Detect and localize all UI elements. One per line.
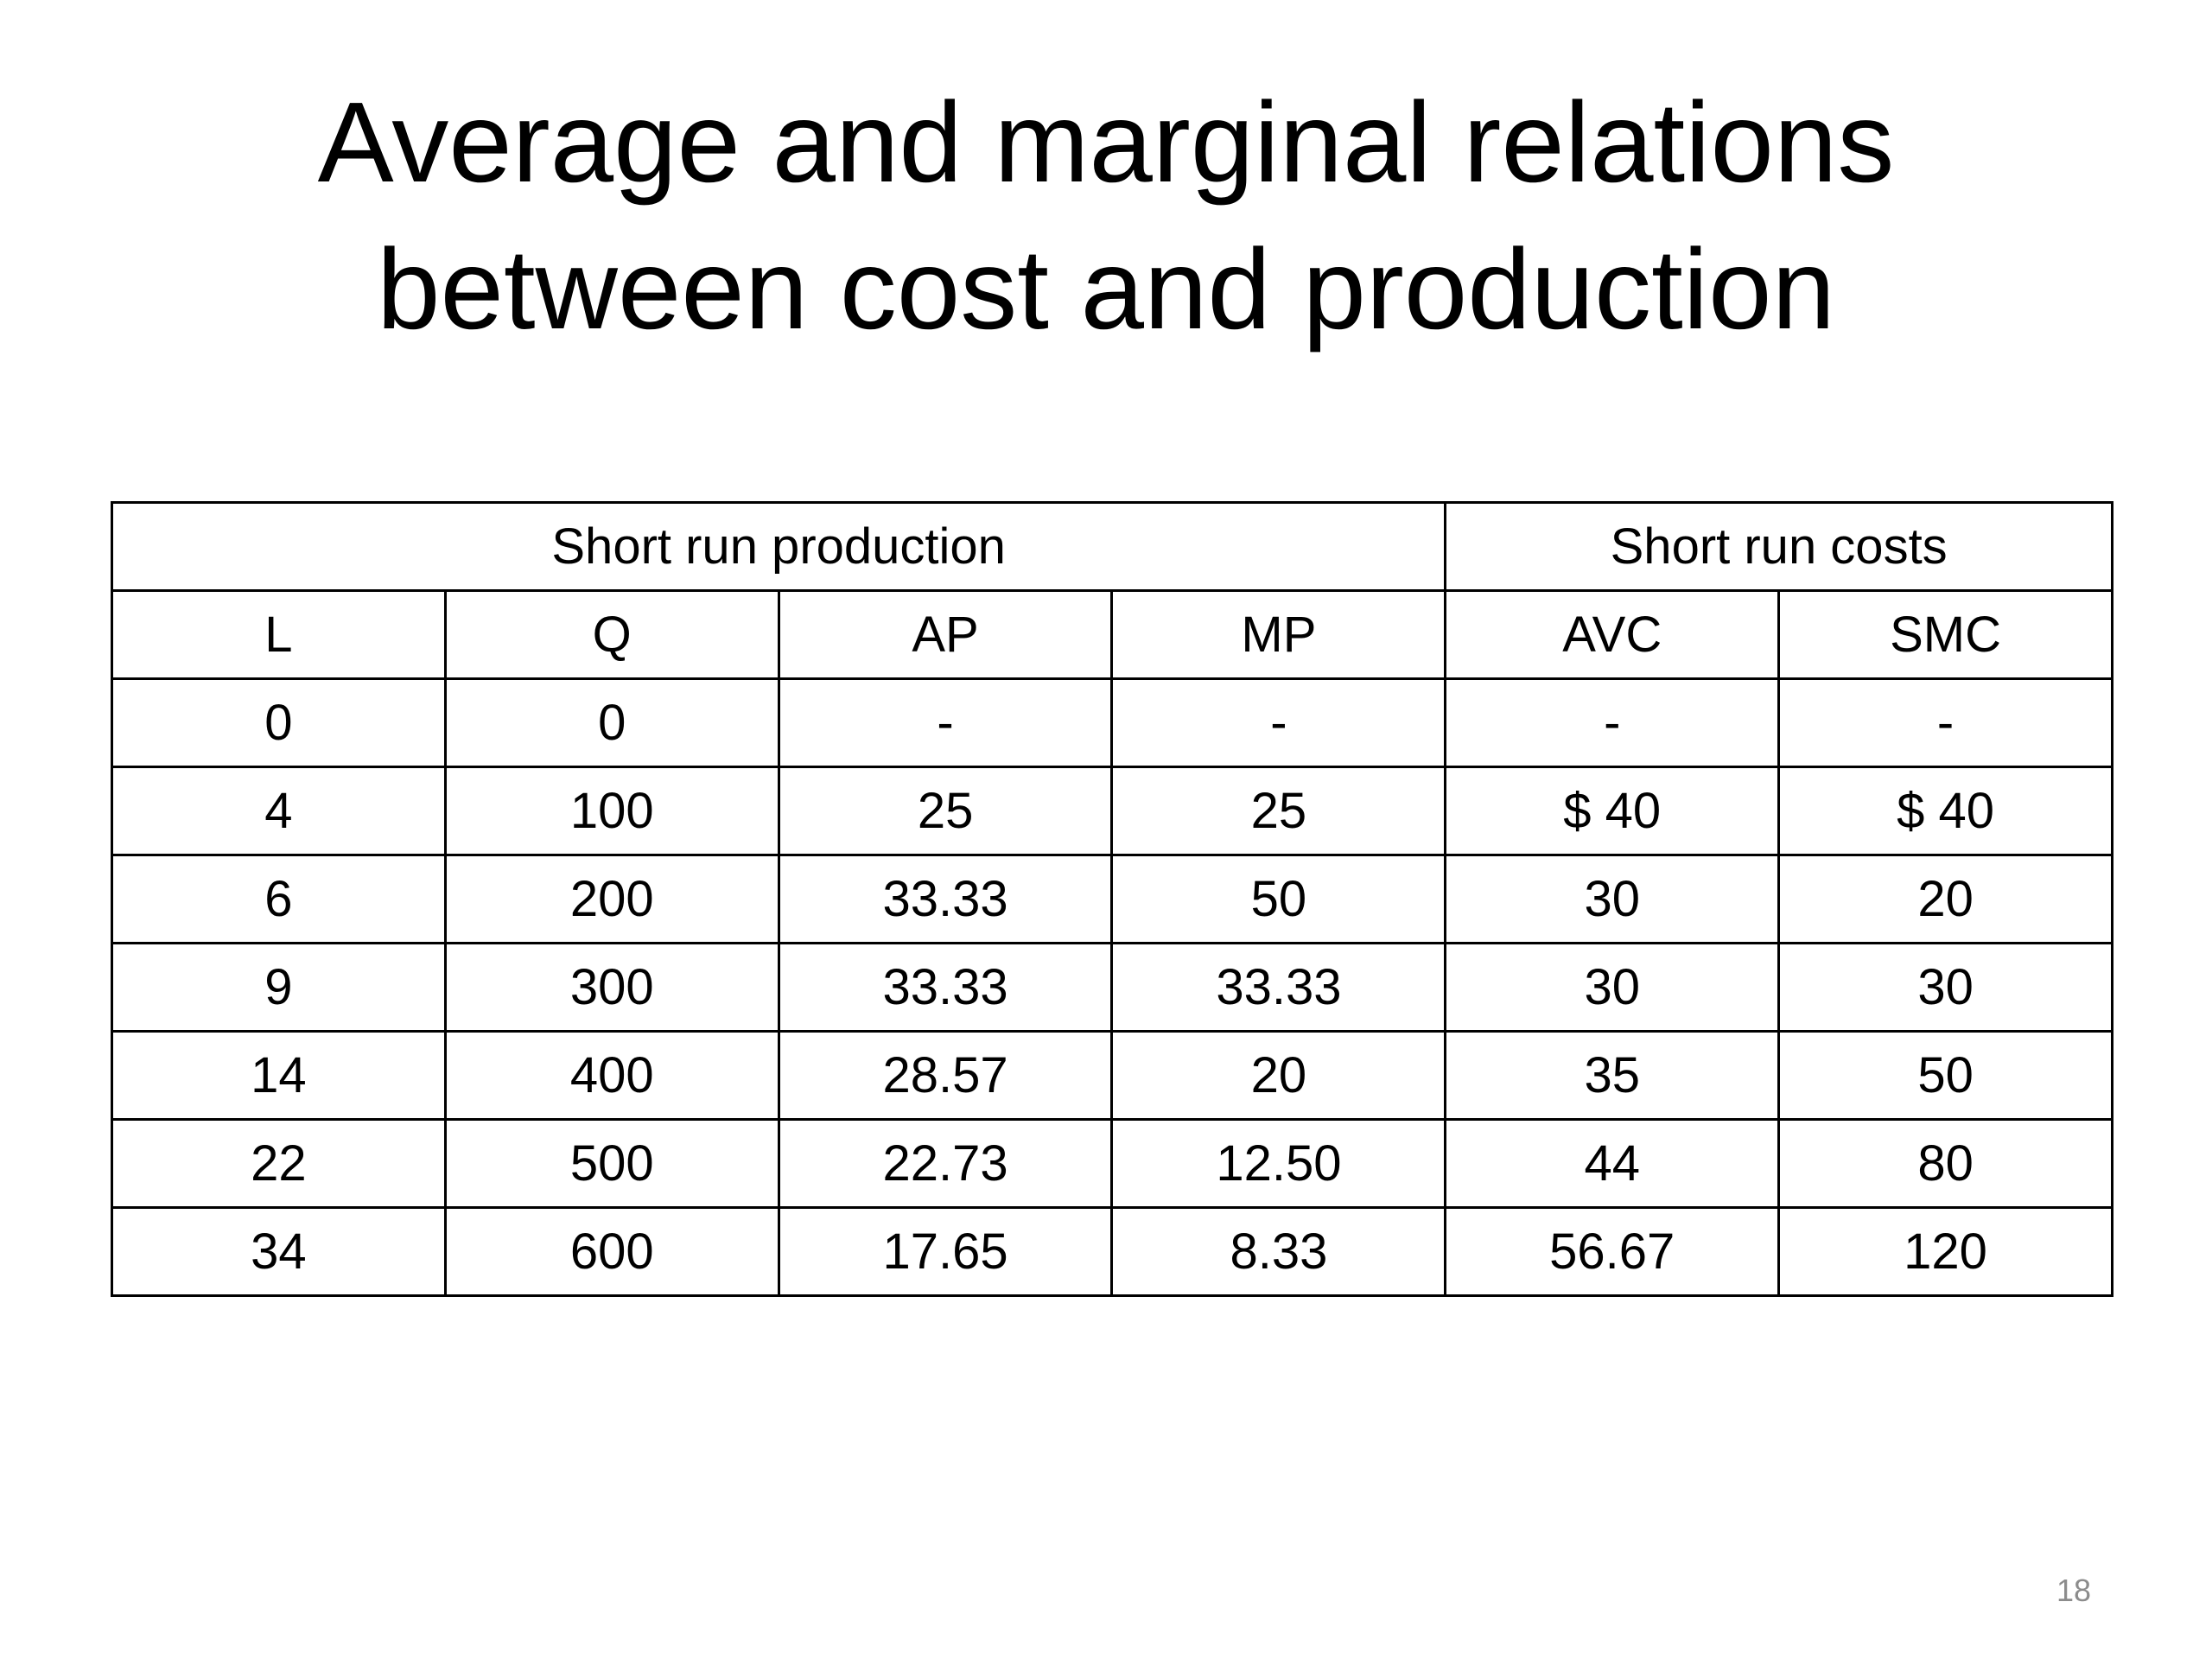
column-header-ap: AP — [777, 589, 1114, 680]
group-header-production: Short run production — [110, 501, 1447, 592]
title-line-1: Average and marginal relations — [317, 79, 1895, 206]
cell-q: 500 — [443, 1118, 780, 1209]
cell-l: 6 — [111, 854, 447, 944]
column-header-mp: MP — [1110, 589, 1447, 680]
cell-q: 200 — [443, 854, 780, 944]
cell-avc: 30 — [1444, 942, 1781, 1033]
table-row: 34 600 17.65 8.33 56.67 120 — [111, 1206, 2113, 1297]
cell-q: 400 — [443, 1030, 780, 1121]
cell-mp: 20 — [1110, 1030, 1447, 1121]
table-row: 6 200 33.33 50 30 20 — [111, 854, 2113, 944]
cell-smc: 120 — [1777, 1206, 2113, 1297]
cell-mp: 25 — [1110, 766, 1447, 856]
group-header-row: Short run production Short run costs — [110, 501, 2113, 592]
table-row: 9 300 33.33 33.33 30 30 — [111, 942, 2113, 1033]
cost-production-table: Short run production Short run costs L Q… — [110, 501, 2113, 1297]
cell-ap: 33.33 — [777, 854, 1114, 944]
table-row: 0 0 - - - - — [111, 677, 2113, 768]
cell-smc: 50 — [1777, 1030, 2113, 1121]
cell-ap: 33.33 — [777, 942, 1114, 1033]
cell-q: 100 — [443, 766, 780, 856]
cell-avc: 44 — [1444, 1118, 1781, 1209]
column-header-avc: AVC — [1444, 589, 1781, 680]
cell-ap: 17.65 — [777, 1206, 1114, 1297]
cell-ap: 25 — [777, 766, 1114, 856]
cell-mp: - — [1110, 677, 1447, 768]
cell-l: 4 — [111, 766, 447, 856]
table-body: 0 0 - - - - 4 100 25 25 $ 40 $ 40 6 200 … — [111, 677, 2113, 1297]
cell-smc: - — [1777, 677, 2113, 768]
cell-smc: $ 40 — [1777, 766, 2113, 856]
cell-smc: 20 — [1777, 854, 2113, 944]
cell-avc: 35 — [1444, 1030, 1781, 1121]
group-header-costs: Short run costs — [1444, 501, 2113, 592]
table-row: 4 100 25 25 $ 40 $ 40 — [111, 766, 2113, 856]
title-line-2: between cost and production — [377, 226, 1835, 353]
cell-ap: 28.57 — [777, 1030, 1114, 1121]
cell-smc: 80 — [1777, 1118, 2113, 1209]
cell-q: 300 — [443, 942, 780, 1033]
cell-mp: 33.33 — [1110, 942, 1447, 1033]
cell-ap: 22.73 — [777, 1118, 1114, 1209]
cell-l: 9 — [111, 942, 447, 1033]
cell-l: 22 — [111, 1118, 447, 1209]
column-header-l: L — [111, 589, 447, 680]
cell-l: 14 — [111, 1030, 447, 1121]
cell-smc: 30 — [1777, 942, 2113, 1033]
cell-l: 0 — [111, 677, 447, 768]
page-number: 18 — [2056, 1573, 2091, 1608]
table-row: 14 400 28.57 20 35 50 — [111, 1030, 2113, 1121]
cell-q: 0 — [443, 677, 780, 768]
cell-mp: 12.50 — [1110, 1118, 1447, 1209]
cell-avc: $ 40 — [1444, 766, 1781, 856]
cell-avc: 56.67 — [1444, 1206, 1781, 1297]
column-header-q: Q — [443, 589, 780, 680]
cell-q: 600 — [443, 1206, 780, 1297]
cell-avc: 30 — [1444, 854, 1781, 944]
cell-avc: - — [1444, 677, 1781, 768]
column-header-smc: SMC — [1777, 589, 2113, 680]
cell-ap: - — [777, 677, 1114, 768]
cell-l: 34 — [111, 1206, 447, 1297]
column-header-row: L Q AP MP AVC SMC — [111, 589, 2113, 680]
cell-mp: 50 — [1110, 854, 1447, 944]
table-row: 22 500 22.73 12.50 44 80 — [111, 1118, 2113, 1209]
slide-title: Average and marginal relations between c… — [0, 69, 2212, 363]
cell-mp: 8.33 — [1110, 1206, 1447, 1297]
